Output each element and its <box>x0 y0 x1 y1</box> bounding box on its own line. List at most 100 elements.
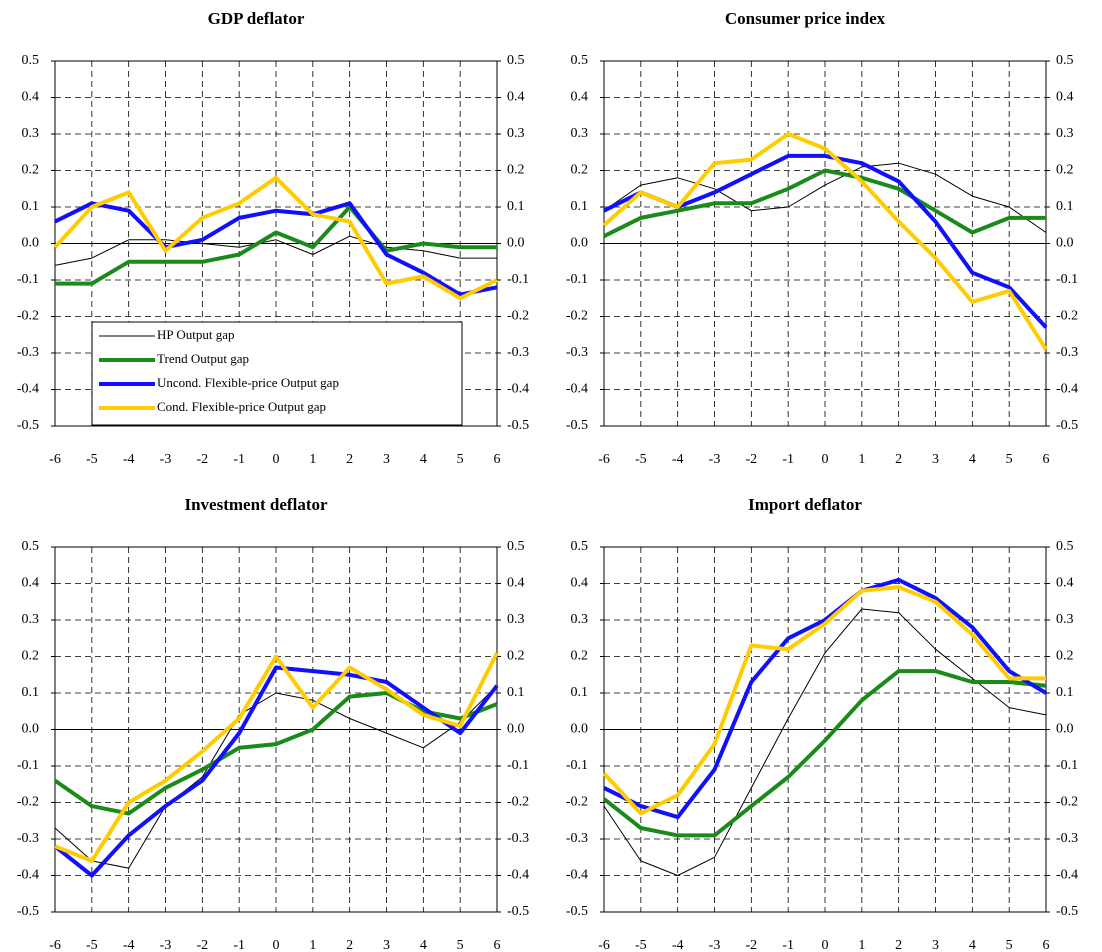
y2-tick-label: 0.5 <box>507 539 525 554</box>
x-tick-label: 1 <box>858 452 865 467</box>
x-tick-label: 2 <box>895 938 902 952</box>
x-tick-label: -5 <box>86 452 98 467</box>
y-tick-label: 0.4 <box>22 90 40 105</box>
plot-frame <box>603 60 1047 427</box>
x-tick-label: 0 <box>273 938 280 952</box>
x-tick-label: -4 <box>123 938 135 952</box>
y-tick-label: 0.2 <box>571 649 589 664</box>
y2-tick-label: 0.5 <box>1056 53 1074 68</box>
x-tick-label: 5 <box>1006 938 1013 952</box>
x-tick-label: 3 <box>932 452 939 467</box>
x-tick-label: 5 <box>457 452 464 467</box>
y-tick-label: 0.5 <box>571 53 589 68</box>
y-tick-label: 0.4 <box>571 576 589 591</box>
x-tick-label: 6 <box>1043 938 1050 952</box>
series-line <box>53 175 498 301</box>
x-tick-label: -3 <box>709 452 721 467</box>
plot-frame <box>54 546 498 913</box>
y-tick-label: 0.4 <box>22 576 40 591</box>
y2-tick-label: 0.0 <box>1056 722 1074 737</box>
x-tick-label: -3 <box>160 938 172 952</box>
chart-title: Consumer price index <box>725 9 886 28</box>
series-line <box>602 669 1047 838</box>
x-tick-label: -6 <box>598 938 610 952</box>
y-tick-label: -0.5 <box>17 904 39 919</box>
y2-tick-label: 0.1 <box>1056 685 1074 700</box>
x-tick-label: 1 <box>858 938 865 952</box>
x-tick-label: -3 <box>709 938 721 952</box>
y-tick-label: -0.3 <box>17 345 39 360</box>
series-line <box>54 685 498 869</box>
y2-tick-label: -0.3 <box>507 831 529 846</box>
y-tick-label: -0.1 <box>17 758 39 773</box>
legend-label: Cond. Flexible-price Output gap <box>157 399 326 414</box>
y-tick-label: 0.0 <box>571 236 589 251</box>
y2-tick-label: 0.2 <box>1056 649 1074 664</box>
y2-tick-label: -0.2 <box>1056 309 1078 324</box>
series-line <box>603 608 1047 876</box>
y-tick-label: 0.1 <box>571 199 589 214</box>
x-tick-label: 5 <box>457 938 464 952</box>
y-tick-label: 0.5 <box>22 539 40 554</box>
y2-tick-label: -0.5 <box>507 904 529 919</box>
x-tick-label: 0 <box>822 938 829 952</box>
y2-tick-label: -0.2 <box>507 309 529 324</box>
y-tick-label: 0.3 <box>22 126 40 141</box>
x-tick-label: -6 <box>49 452 61 467</box>
y2-tick-label: 0.5 <box>1056 539 1074 554</box>
y2-tick-label: 0.3 <box>1056 612 1074 627</box>
y-tick-label: 0.0 <box>22 236 40 251</box>
x-tick-label: 4 <box>420 452 427 467</box>
x-tick-label: 5 <box>1006 452 1013 467</box>
chart-title: Investment deflator <box>184 495 328 514</box>
y2-tick-label: -0.1 <box>1056 758 1078 773</box>
y-tick-label: 0.1 <box>571 685 589 700</box>
x-tick-label: -1 <box>233 938 245 952</box>
y2-tick-label: 0.4 <box>1056 576 1074 591</box>
y-tick-label: 0.5 <box>571 539 589 554</box>
series-line <box>54 201 498 297</box>
x-tick-label: -1 <box>233 452 245 467</box>
y-tick-label: 0.2 <box>22 163 40 178</box>
series-line <box>54 235 497 266</box>
y2-tick-label: -0.2 <box>507 795 529 810</box>
y-tick-label: -0.3 <box>17 831 39 846</box>
x-tick-label: -3 <box>160 452 172 467</box>
y-tick-label: 0.4 <box>571 90 589 105</box>
x-tick-label: -1 <box>782 938 794 952</box>
y2-tick-label: -0.5 <box>507 418 529 433</box>
series-line <box>54 651 499 863</box>
y-tick-label: -0.4 <box>566 382 588 397</box>
legend-label: Uncond. Flexible-price Output gap <box>157 375 339 390</box>
y-tick-label: -0.3 <box>566 345 588 360</box>
y2-tick-label: 0.0 <box>1056 236 1074 251</box>
y2-tick-label: 0.2 <box>507 649 525 664</box>
series-line <box>603 577 1048 820</box>
y2-tick-label: 0.1 <box>507 199 525 214</box>
x-tick-label: -4 <box>123 452 135 467</box>
y-tick-label: 0.2 <box>22 649 40 664</box>
x-tick-label: 1 <box>309 938 316 952</box>
y-tick-label: -0.5 <box>566 418 588 433</box>
x-tick-label: 6 <box>494 938 501 952</box>
x-tick-label: -5 <box>635 452 647 467</box>
y-tick-label: -0.2 <box>566 795 588 810</box>
y2-tick-label: 0.1 <box>1056 199 1074 214</box>
y2-tick-label: -0.5 <box>1056 418 1078 433</box>
y-tick-label: 0.5 <box>22 53 40 68</box>
y2-tick-label: -0.5 <box>1056 904 1078 919</box>
chart-title: GDP deflator <box>208 9 305 28</box>
x-tick-label: 6 <box>494 452 501 467</box>
y-tick-label: -0.2 <box>17 309 39 324</box>
y-tick-label: -0.2 <box>566 309 588 324</box>
y-tick-label: -0.3 <box>566 831 588 846</box>
legend-label: HP Output gap <box>157 327 235 342</box>
y2-tick-label: 0.4 <box>507 576 525 591</box>
y2-tick-label: 0.2 <box>1056 163 1074 178</box>
x-tick-label: -2 <box>196 938 208 952</box>
y2-tick-label: 0.3 <box>507 612 525 627</box>
y-tick-label: -0.1 <box>566 272 588 287</box>
y2-tick-label: 0.5 <box>507 53 525 68</box>
y2-tick-label: 0.2 <box>507 163 525 178</box>
y-tick-label: 0.1 <box>22 199 40 214</box>
